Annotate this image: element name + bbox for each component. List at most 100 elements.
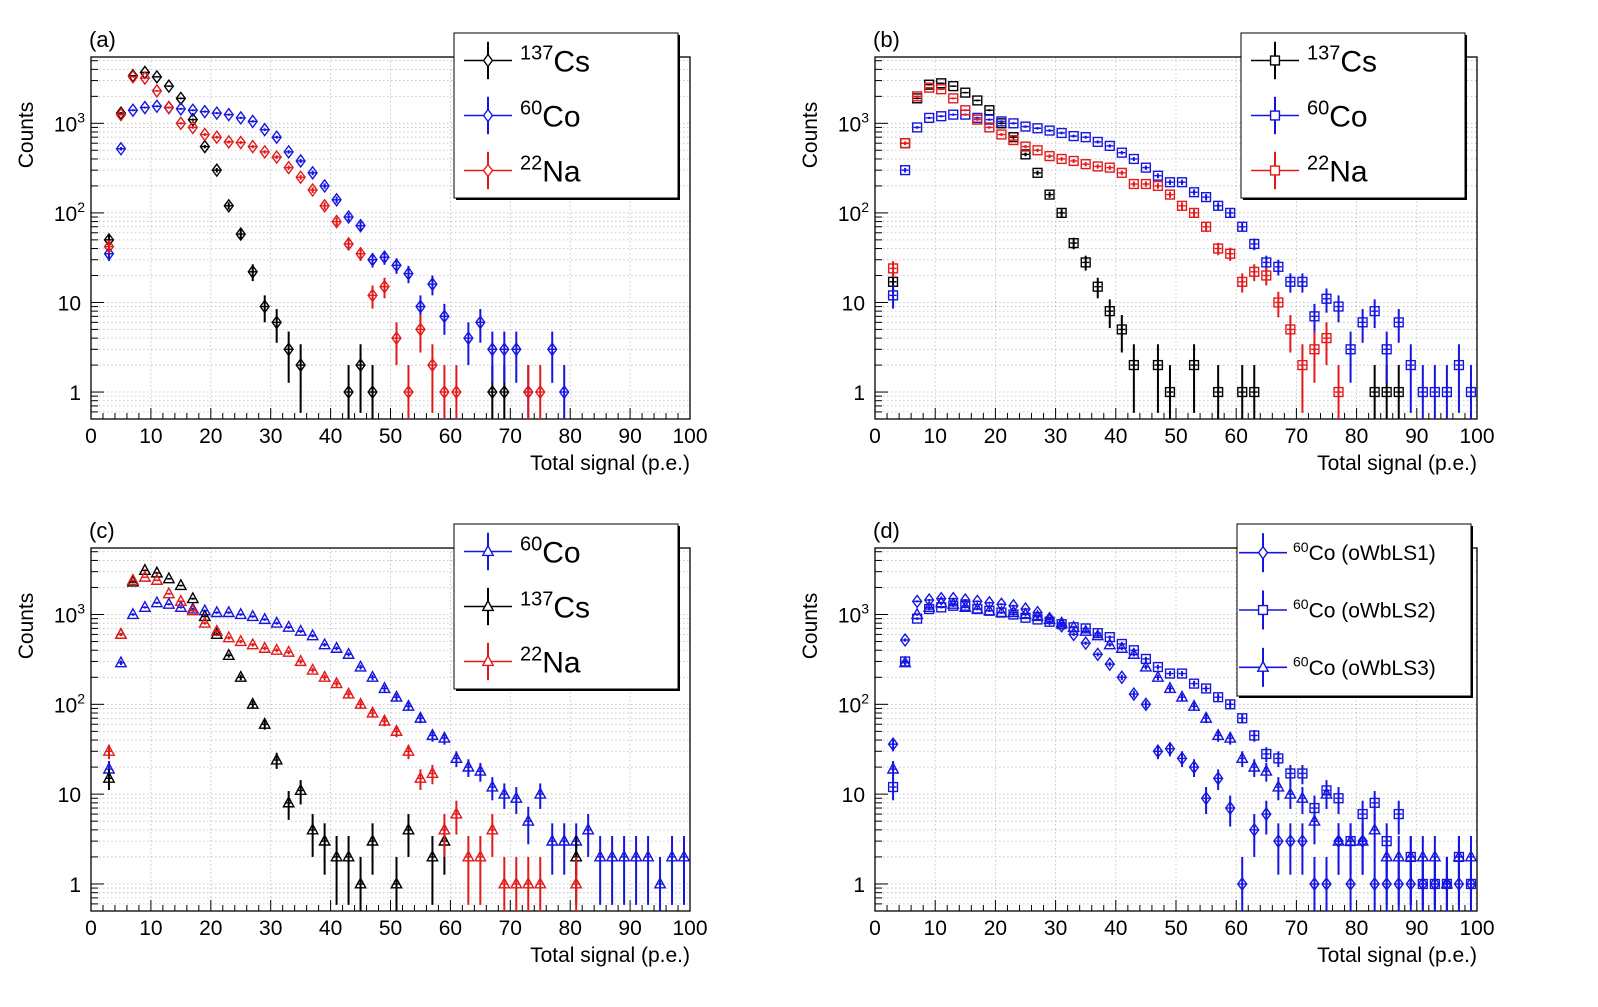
data-point <box>115 107 127 122</box>
data-point <box>270 643 284 655</box>
marker <box>1236 876 1248 892</box>
y-tick-label: 102 <box>838 690 869 717</box>
data-point <box>1032 123 1043 134</box>
y-axis-ticks <box>875 551 888 905</box>
legend-marker <box>482 53 494 68</box>
marker <box>211 105 223 121</box>
marker <box>1140 697 1152 712</box>
data-point <box>451 365 462 419</box>
marker <box>174 600 188 612</box>
data-point <box>1056 153 1067 165</box>
data-point <box>355 344 366 413</box>
data-point <box>1297 823 1308 875</box>
data-point <box>414 769 427 790</box>
y-tick-label: 1 <box>853 874 865 897</box>
marker <box>223 134 235 150</box>
marker <box>102 771 116 783</box>
marker <box>1357 808 1368 820</box>
x-axis-ticks <box>874 408 1478 419</box>
data-point <box>1128 178 1139 190</box>
y-tick-label: 10 <box>58 784 81 807</box>
legend-marker <box>482 163 494 178</box>
marker <box>1188 187 1200 198</box>
marker <box>222 605 236 618</box>
data-point <box>641 836 655 905</box>
data-point <box>306 628 320 641</box>
marker <box>1357 317 1368 328</box>
data-point <box>1392 836 1406 905</box>
x-tick-label: 100 <box>672 425 707 448</box>
legend-label: 22Na <box>1307 152 1368 188</box>
data-point <box>1464 836 1478 905</box>
data-point <box>367 252 378 268</box>
marker <box>1237 276 1248 287</box>
marker <box>355 357 366 373</box>
x-tick-label: 0 <box>85 917 97 940</box>
data-point <box>1104 140 1115 151</box>
legend-marker <box>1256 660 1270 672</box>
marker <box>934 595 948 608</box>
x-tick-label: 10 <box>924 917 947 940</box>
marker <box>1333 301 1344 312</box>
legend-entry: 60Co <box>1251 96 1368 135</box>
data-point <box>485 814 499 857</box>
data-point <box>403 265 414 284</box>
marker <box>887 737 899 752</box>
marker <box>223 198 235 213</box>
marker <box>1104 162 1115 173</box>
data-point <box>910 607 924 620</box>
data-point <box>473 836 487 905</box>
marker <box>151 83 163 99</box>
marker <box>581 822 595 835</box>
marker <box>1152 359 1164 371</box>
marker <box>1091 628 1105 641</box>
marker <box>1308 813 1321 826</box>
data-point <box>1284 783 1297 809</box>
data-point <box>912 122 923 133</box>
marker <box>1261 806 1272 822</box>
marker <box>887 263 899 274</box>
marker <box>450 806 463 819</box>
data-point <box>1128 344 1139 413</box>
data-point <box>450 751 463 768</box>
data-point <box>1092 277 1103 299</box>
data-point <box>1008 118 1019 129</box>
data-point <box>1248 814 1260 857</box>
data-point <box>1273 823 1284 875</box>
data-point <box>151 83 163 99</box>
y-tick-label: 10 <box>842 292 865 315</box>
data-point <box>223 107 235 122</box>
data-point <box>1235 751 1249 768</box>
data-point <box>174 578 188 591</box>
data-point <box>1104 162 1115 173</box>
marker <box>1452 849 1466 862</box>
marker <box>115 141 127 156</box>
marker <box>174 578 188 591</box>
marker <box>102 744 116 756</box>
marker <box>558 384 570 400</box>
marker <box>366 833 379 846</box>
marker <box>1056 127 1067 139</box>
x-tick-label: 20 <box>199 917 222 940</box>
x-tick-label: 0 <box>869 425 881 448</box>
marker <box>1116 147 1127 158</box>
data-point <box>199 139 211 154</box>
marker <box>1345 344 1356 355</box>
marker <box>546 342 558 357</box>
marker <box>545 833 559 846</box>
marker <box>1297 833 1308 849</box>
data-point <box>1151 670 1165 682</box>
x-tick-label: 10 <box>924 425 947 448</box>
marker <box>330 676 343 689</box>
marker <box>306 822 320 835</box>
data-point <box>1200 221 1212 232</box>
marker <box>1321 332 1332 344</box>
legend-marker <box>1257 545 1269 560</box>
data-point <box>1237 713 1248 724</box>
data-point <box>1285 823 1296 875</box>
y-axis-title: Counts <box>799 593 822 660</box>
data-point <box>1333 787 1344 815</box>
marker <box>912 122 923 133</box>
